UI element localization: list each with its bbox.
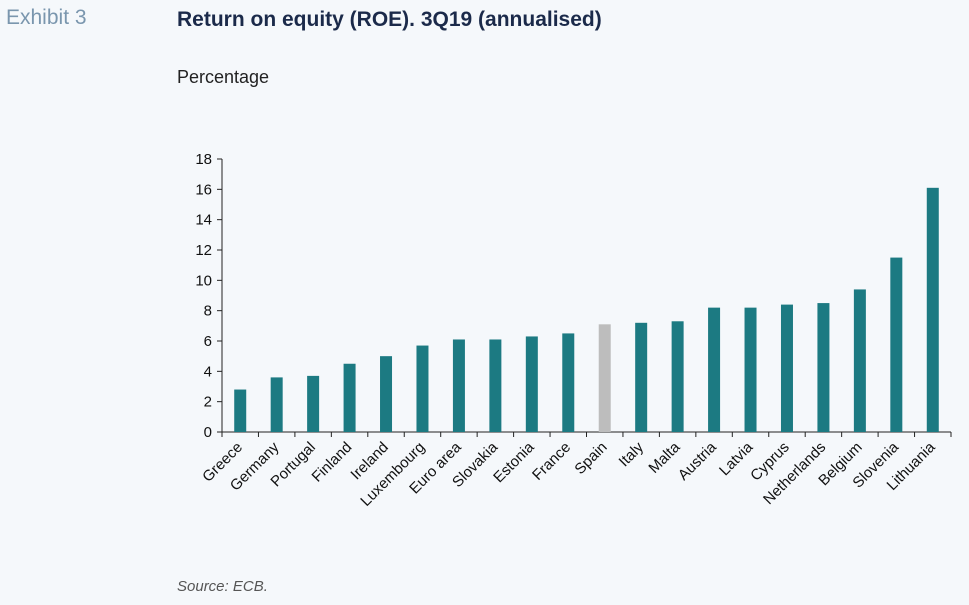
x-category-label: Austria [675, 438, 720, 483]
y-tick-label: 12 [195, 242, 212, 259]
bar-cyprus [780, 304, 793, 432]
bar-lithuania [926, 187, 939, 432]
bar-slovenia [890, 257, 903, 432]
bar-portugal [307, 375, 320, 432]
bar-italy [635, 322, 648, 432]
bar-france [562, 333, 575, 432]
x-axis: GreeceGermanyPortugalFinlandIrelandLuxem… [199, 431, 952, 510]
x-category-label: Italy [616, 438, 648, 470]
bar-malta [671, 321, 684, 432]
y-tick-label: 2 [204, 394, 212, 411]
bars [234, 187, 939, 432]
y-tick-label: 8 [204, 303, 212, 320]
y-tick-label: 10 [195, 272, 212, 289]
bar-finland [343, 363, 356, 432]
chart-title: Return on equity (ROE). 3Q19 (annualised… [177, 8, 602, 31]
bar-belgium [853, 289, 866, 432]
y-tick-label: 16 [195, 181, 212, 198]
x-category-label: Spain [571, 439, 610, 478]
y-tick-label: 4 [204, 363, 212, 380]
bar-luxembourg [416, 345, 429, 432]
bar-latvia [744, 307, 757, 432]
bar-estonia [525, 336, 538, 432]
y-axis: 0 2 4 6 8 10 12 14 16 18 [195, 151, 223, 441]
y-tick-label: 0 [204, 424, 212, 441]
y-tick-label: 18 [195, 151, 212, 168]
x-category-label: Finland [309, 439, 356, 486]
x-category-label: Estonia [490, 438, 538, 486]
y-tick-label: 14 [195, 212, 212, 229]
exhibit-label: Exhibit 3 [6, 6, 87, 29]
x-category-label: France [529, 439, 574, 484]
y-axis-unit-label: Percentage [177, 67, 270, 87]
bar-ireland [380, 356, 393, 432]
bar-euro-area [452, 339, 465, 432]
source-note: Source: ECB. [177, 578, 268, 595]
y-tick-label: 6 [204, 333, 212, 350]
bar-spain [598, 324, 611, 432]
bar-austria [708, 307, 721, 432]
bar-greece [234, 389, 247, 432]
bar-slovakia [489, 339, 502, 432]
bar-germany [270, 377, 283, 432]
bar-netherlands [817, 303, 830, 432]
